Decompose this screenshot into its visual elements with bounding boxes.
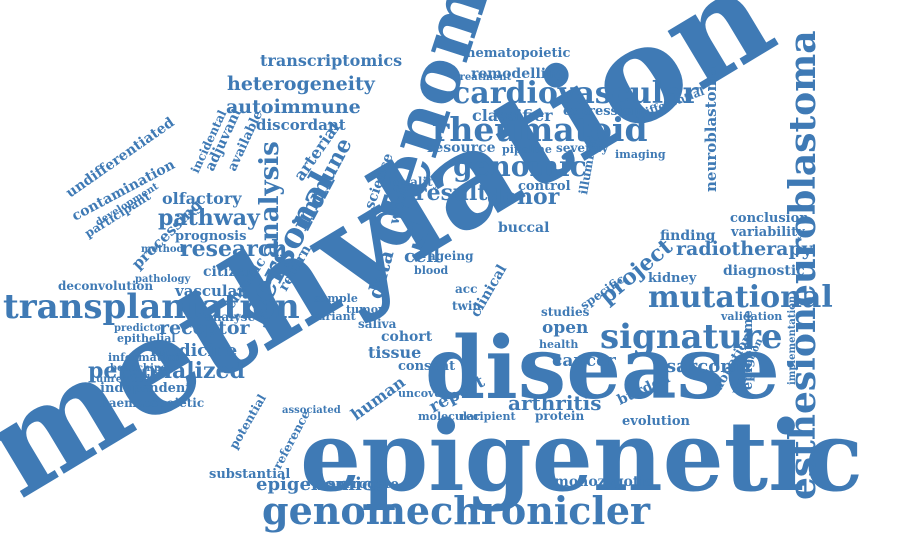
cloud-word-classifier: classifier <box>472 106 553 125</box>
cloud-word-variability: variability <box>730 225 805 240</box>
cloud-word-imaging: imaging <box>615 148 666 161</box>
cloud-word-pathway: pathway <box>158 205 261 231</box>
cloud-word-tissue: tissue <box>368 343 421 362</box>
cloud-word-citizen: citizen <box>203 264 256 280</box>
cloud-word-hematopoietic: hematopoietic <box>466 46 570 61</box>
cloud-word-method: method <box>141 244 184 255</box>
cloud-word-expression: expression <box>563 104 641 119</box>
cloud-word-unrelated: unrelated <box>96 374 150 385</box>
cloud-word-consent: consent <box>398 359 455 374</box>
cloud-word-medicine: medicine <box>150 341 237 361</box>
cloud-word-acc: acc <box>455 282 477 296</box>
cloud-word-epithelial: epithelial <box>117 332 176 345</box>
cloud-word-signature: signature <box>600 317 783 357</box>
cloud-word-monozygotic: monozygotic <box>554 474 653 490</box>
cloud-word-recipient: recipient <box>460 410 517 423</box>
words-layer: methylationepigeneticdiseasegenomegenome… <box>0 0 863 533</box>
cloud-word-receptor: receptor <box>159 317 250 339</box>
cloud-word-pipeline: pipeline <box>502 143 552 156</box>
cloud-word-treatment: treatment <box>455 72 512 83</box>
cloud-word-cohort: cohort <box>381 329 433 345</box>
cloud-word-beadchips: beadchips <box>110 363 167 374</box>
cloud-word-validation: validation <box>720 310 782 323</box>
cloud-word-genomic: genomic <box>453 150 587 183</box>
cloud-word-autoimmune: autoimmune <box>226 96 361 118</box>
cloud-word-associated: associated <box>282 405 341 416</box>
cloud-word-quality: quality <box>393 175 441 189</box>
cloud-word-evolution: evolution <box>622 414 691 429</box>
cloud-word-research: research <box>180 236 287 262</box>
cloud-word-surrogate: surrogate <box>328 477 399 492</box>
cloud-word-epigenetic: epigenetic <box>300 400 863 513</box>
cloud-word-saliva: saliva <box>358 317 397 331</box>
cloud-word-conclusion: conclusion <box>730 211 809 226</box>
cloud-word-tumor: tumor <box>346 303 384 316</box>
cloud-word-molecular: molecular <box>418 410 480 423</box>
cloud-word-resource: resource <box>427 140 496 156</box>
cloud-word-protein: protein <box>535 409 584 423</box>
cloud-word-pathology: pathology <box>135 274 191 285</box>
cloud-word-olfactory: olfactory <box>162 189 242 208</box>
cloud-word-diagnostic: diagnostic <box>723 263 805 279</box>
cloud-word-rheumatoid: rheumatoid <box>432 110 648 149</box>
cloud-word-severity: severity <box>556 141 609 155</box>
cloud-word-result: result <box>415 180 488 206</box>
cloud-word-prognosis: prognosis <box>175 229 246 244</box>
cloud-word-vascular: vascular <box>174 282 246 300</box>
cloud-word-cardiovascular: cardiovascular <box>452 76 700 111</box>
cloud-word-variant: variant <box>311 310 357 323</box>
cloud-word-esthesioneuroblastoma: esthesioneuroblastoma <box>782 30 824 500</box>
cloud-word-implementation: implementation <box>787 295 798 385</box>
cloud-word-health: health <box>539 338 578 351</box>
cloud-word-transplantation: transplantation <box>3 287 300 327</box>
cloud-word-deconvolution: deconvolution <box>58 279 153 293</box>
cloud-word-blood: blood <box>414 264 449 277</box>
cloud-word-independent: independent <box>100 381 191 396</box>
cloud-word-sarcoma: sarcoma <box>666 356 751 377</box>
cloud-word-sample: sample <box>314 292 358 305</box>
cloud-word-ageing: ageing <box>428 249 474 263</box>
cloud-word-mutational: mutational <box>648 280 833 315</box>
cloud-word-information: information <box>108 351 181 364</box>
cloud-word-radiotherapy: radiotherapy <box>676 238 814 260</box>
cloud-word-open: open <box>542 318 588 338</box>
cloud-word-remodelling: remodelling <box>471 66 566 82</box>
cloud-word-cell: cell <box>404 246 440 267</box>
cloud-word-studies: studies <box>541 305 590 319</box>
cloud-word-kidney: kidney <box>648 271 697 286</box>
cloud-word-personalized: personalized <box>88 358 245 384</box>
cloud-word-arthritis: arthritis <box>508 391 602 415</box>
cloud-word-buccal: buccal <box>498 220 549 236</box>
cloud-word-substantial: substantial <box>209 467 290 482</box>
cloud-word-disease: disease <box>425 318 780 419</box>
cloud-word-haematopoietic: haematopoietic <box>100 396 204 410</box>
cloud-word-discordant: discordant <box>256 116 346 134</box>
cloud-word-heterogeneity: heterogeneity <box>227 73 376 95</box>
cloud-word-analysis: analysis <box>255 141 285 258</box>
cloud-word-twin: twin <box>452 299 481 313</box>
cloud-word-donor: donor <box>487 184 560 210</box>
cloud-word-control: control <box>518 179 571 194</box>
cloud-word-uncover: uncover <box>398 387 447 400</box>
cloud-word-finding: finding <box>660 228 716 244</box>
cloud-word-epigenomics: epigenomics <box>256 474 383 495</box>
cloud-word-genomechronicler: genomechronicler <box>262 488 651 533</box>
cloud-word-predictor: predictor <box>114 323 167 334</box>
cloud-word-epigenome: epigenome <box>741 310 756 390</box>
cloud-word-neuroblastoma: neuroblastoma <box>702 66 720 192</box>
cloud-word-transcriptomics: transcriptomics <box>260 51 402 70</box>
cloud-word-cancer: cancer <box>552 351 617 371</box>
cloud-word-analyse: analyse <box>205 310 256 324</box>
